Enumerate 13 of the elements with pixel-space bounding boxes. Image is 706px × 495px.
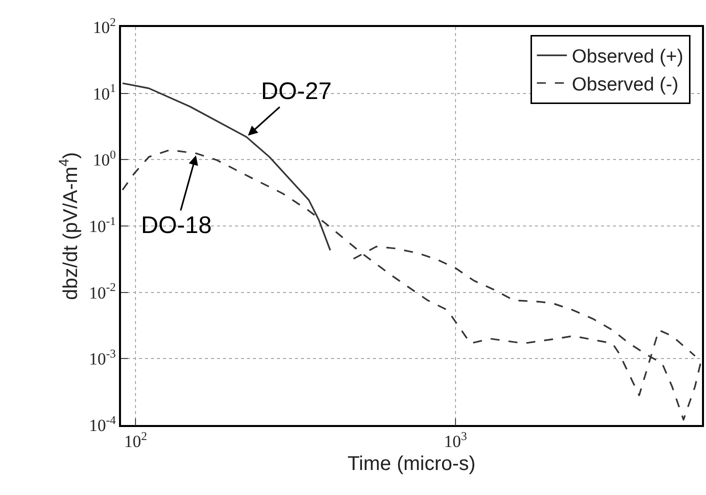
- x-axis-title: Time (micro-s): [347, 453, 476, 476]
- x-tick-label: 10$^{3}$: [444, 429, 467, 452]
- y-tick-label: 10$^{0}$: [92, 147, 116, 170]
- y-tick-label: 10$^{-1}$: [88, 214, 116, 236]
- y-tick-label: 10$^{1}$: [92, 81, 116, 104]
- annotation: DO-18: [141, 212, 212, 239]
- y-tick-label: 10$^{-4}$: [88, 412, 116, 435]
- annotation: DO-27: [261, 78, 332, 105]
- legend-label: Observed (-): [572, 74, 679, 96]
- y-tick-label: 10$^{-3}$: [88, 346, 116, 369]
- y-tick-label: 10$^{-2}$: [88, 280, 116, 302]
- legend-label: Observed (+): [572, 46, 684, 68]
- y-tick-label: 10$^{2}$: [92, 14, 116, 37]
